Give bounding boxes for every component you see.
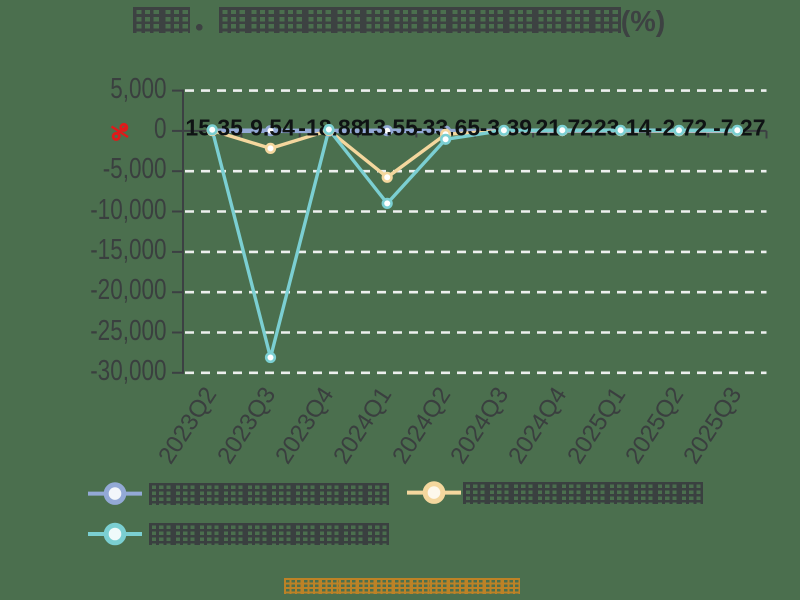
svg-text:9.54: 9.54 (250, 114, 295, 140)
svg-text:13.55: 13.55 (360, 114, 418, 140)
